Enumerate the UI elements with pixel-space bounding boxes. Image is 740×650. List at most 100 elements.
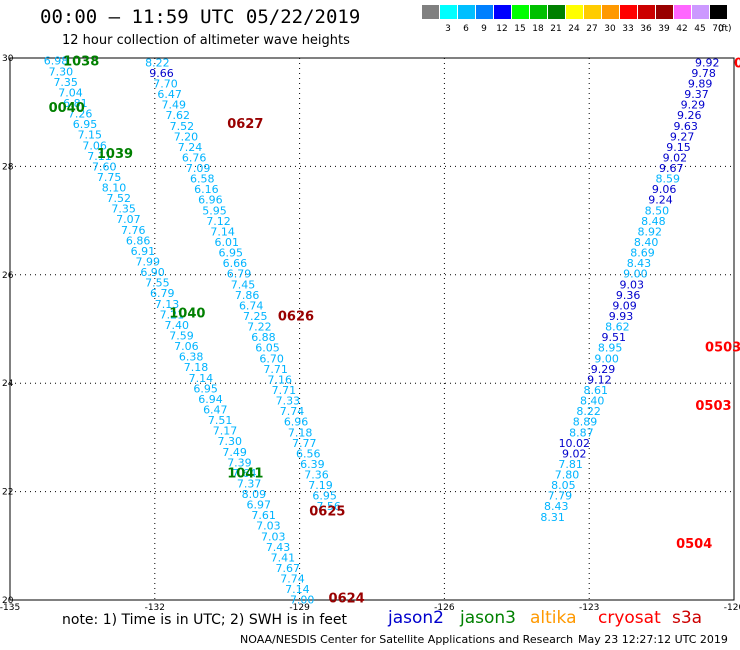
y-tick-label: 22: [2, 488, 13, 498]
wave-height-point: 7.35: [53, 76, 78, 89]
tick-labels: -135 -132 -129 -126 -123 -120 30 28 26 24 22 20: [0, 54, 740, 610]
wave-height-point: 7.61: [251, 509, 275, 522]
wave-height-point: 7.36: [304, 469, 329, 482]
legend-swatch: [494, 5, 511, 19]
wave-height-point: 8.61: [584, 384, 609, 397]
wave-height-point: 6.95: [73, 118, 98, 131]
wave-height-point: 9.12: [587, 373, 612, 386]
wave-height-point: 6.95: [312, 490, 337, 503]
wave-height-point: 7.14: [210, 225, 235, 238]
wave-height-point: 7.77: [292, 437, 317, 450]
legend-label: 36: [640, 24, 652, 34]
legend-swatch: [584, 5, 601, 19]
wave-height-point: 9.00: [623, 268, 648, 281]
x-tick-label: -132: [145, 603, 165, 610]
wave-height-point: 6.98: [44, 55, 69, 68]
legend-swatch: [692, 5, 709, 19]
legend-unit: (ft): [718, 24, 732, 34]
wave-height-point: 7.52: [170, 120, 195, 133]
legend-swatch: [620, 5, 637, 19]
wave-height-point: 7.52: [107, 192, 131, 205]
wave-height-point: 8.40: [580, 395, 605, 408]
wave-height-point: 7.37: [237, 477, 262, 490]
legend-swatch: [674, 5, 691, 19]
wave-height-point: 7.45: [231, 278, 256, 291]
y-tick-label: 20: [2, 596, 14, 606]
wave-height-point: 7.06: [174, 340, 199, 353]
legend-label: 9: [481, 24, 487, 34]
wave-height-point: 9.29: [681, 99, 706, 112]
wave-height-point: 9.00: [594, 352, 619, 365]
wave-height-point: 8.59: [655, 173, 680, 186]
wave-height-point: 9.15: [666, 141, 691, 154]
wave-height-point: 9.03: [620, 278, 645, 291]
legend-label: 45: [694, 24, 706, 34]
wave-height-point: 7.64: [232, 467, 257, 480]
wave-height-point: 9.93: [609, 310, 634, 323]
wave-height-point: 8.43: [627, 257, 652, 270]
wave-height-point: 7.25: [243, 310, 268, 323]
wave-height-point: 6.39: [300, 458, 325, 471]
x-tick-label: -129: [289, 603, 310, 610]
legend-label: 39: [658, 24, 670, 34]
wave-height-point: 9.66: [149, 67, 174, 80]
x-tick-label: -120: [724, 603, 740, 610]
wave-height-point: 7.16: [268, 373, 293, 386]
wave-height-point: 7.30: [49, 65, 74, 78]
wave-height-point: 7.71: [272, 384, 297, 397]
legend-label: 12: [496, 24, 508, 34]
time-label: 0503: [705, 340, 740, 355]
wave-height-point: 9.92: [695, 56, 720, 69]
wave-height-point: 7.04: [58, 86, 82, 99]
wave-height-point: 7.35: [111, 203, 136, 216]
legend-swatch: [656, 5, 673, 19]
wave-height-point: 6.47: [203, 403, 228, 416]
wave-height-point: 9.36: [616, 289, 641, 302]
wave-height-point: 7.70: [153, 77, 178, 90]
satellite-name-jason3: jason3: [460, 608, 516, 628]
wave-height-point: 7.67: [275, 562, 300, 575]
y-tick-label: 30: [2, 54, 14, 64]
wave-height-point: 8.22: [145, 56, 170, 69]
satellite-name-cryosat: cryosat: [598, 608, 661, 628]
time-label: 1039: [97, 147, 133, 162]
wave-height-point: 7.51: [208, 414, 233, 427]
wave-height-point: 7.33: [276, 395, 301, 408]
x-tick-label: -123: [579, 603, 599, 610]
legend-swatch: [548, 5, 565, 19]
wave-height-point: 7.11: [87, 150, 112, 163]
wave-height-point: 8.50: [645, 204, 670, 217]
wave-height-point: 6.94: [198, 393, 223, 406]
wave-height-point: 8.92: [637, 225, 662, 238]
wave-height-point: 9.24: [648, 194, 673, 207]
legend-swatch: [458, 5, 475, 19]
time-label: 05: [734, 56, 740, 71]
time-label: 0504: [676, 537, 712, 552]
wave-height-chart: -135 -132 -129 -126 -123 -120 30 28 26 24 22 20 6.9…: [0, 54, 740, 610]
wave-height-point: 6.38: [179, 351, 204, 364]
x-tick-label: -135: [0, 603, 20, 610]
wave-height-point: 9.09: [612, 299, 637, 312]
legend-label: 18: [532, 24, 544, 34]
legend-swatch: [566, 5, 583, 19]
time-labels: 1038 0040 1039 1040 1041 0627 0626 0625 0624 05 05…: [49, 55, 740, 607]
wave-height-point: 7.99: [135, 256, 160, 269]
footer-credit: NOAA/NESDIS Center for Satellite Applica…: [240, 633, 574, 646]
wave-height-point: 9.29: [591, 363, 616, 376]
wave-height-point: 6.90: [140, 266, 165, 279]
wave-height-point: 7.06: [82, 139, 107, 152]
wave-height-point: 6.47: [157, 88, 182, 101]
y-tick-label: 28: [2, 162, 14, 172]
satellite-name-s3a: s3a: [672, 608, 703, 628]
wave-height-point: 7.79: [548, 490, 573, 503]
wave-height-point: 7.75: [97, 171, 122, 184]
wave-height-point: 9.02: [663, 151, 688, 164]
wave-height-point: 7.07: [116, 213, 141, 226]
wave-height-point: 9.67: [659, 162, 684, 175]
wave-height-point: 7.39: [227, 456, 252, 469]
wave-height-point: 8.05: [551, 479, 576, 492]
wave-height-point: 8.87: [569, 426, 594, 439]
wave-height-point: 7.74: [280, 405, 305, 418]
wave-height-point: 9.27: [670, 130, 695, 143]
wave-height-point: 7.76: [121, 224, 146, 237]
